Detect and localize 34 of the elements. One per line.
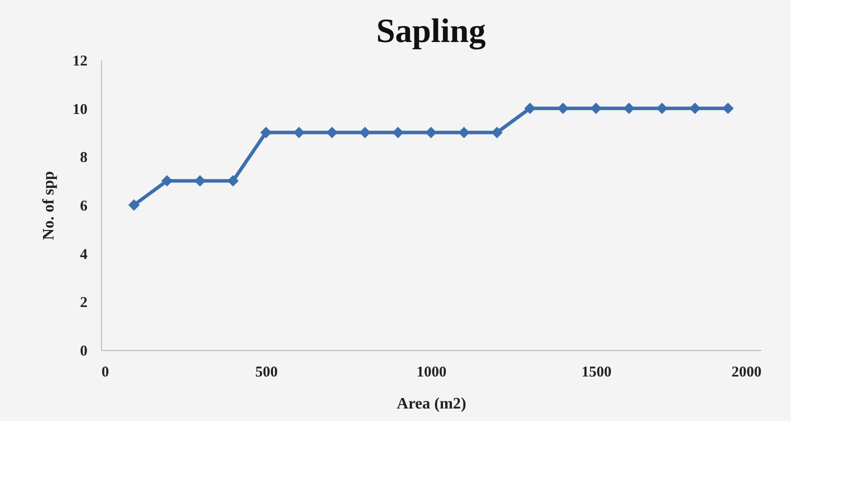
- point: [623, 102, 635, 114]
- y-tick-label: 2: [80, 295, 88, 312]
- point: [128, 199, 140, 211]
- y-tick-label: 8: [80, 150, 88, 166]
- x-tick-label: 2000: [732, 364, 762, 380]
- y-tick-label: 0: [80, 344, 88, 360]
- x-axis-title: Area (m2): [396, 396, 466, 412]
- point: [359, 126, 371, 138]
- point: [656, 102, 668, 114]
- point: [722, 102, 734, 114]
- point: [326, 126, 338, 138]
- chart-title: Sapling: [376, 13, 486, 50]
- point: [524, 102, 536, 114]
- y-axis-title: No. of spp: [40, 170, 58, 240]
- point: [458, 126, 470, 138]
- point: [491, 126, 503, 138]
- point: [689, 102, 701, 114]
- point: [260, 126, 272, 138]
- point: [227, 175, 239, 187]
- x-tick-label: 500: [255, 364, 278, 380]
- x-tick-label: 0: [102, 364, 109, 380]
- point: [590, 102, 602, 114]
- point: [557, 102, 569, 114]
- point: [293, 126, 305, 138]
- y-tick-label: 6: [80, 198, 88, 214]
- point: [194, 175, 206, 187]
- point: [161, 175, 173, 187]
- y-tick-label: 10: [72, 102, 88, 118]
- y-tick-label: 12: [72, 54, 88, 70]
- x-tick-label: 1500: [582, 364, 612, 380]
- x-tick-label: 1000: [416, 364, 446, 380]
- y-tick-label: 4: [80, 246, 88, 263]
- point: [392, 126, 404, 138]
- point: [425, 126, 437, 138]
